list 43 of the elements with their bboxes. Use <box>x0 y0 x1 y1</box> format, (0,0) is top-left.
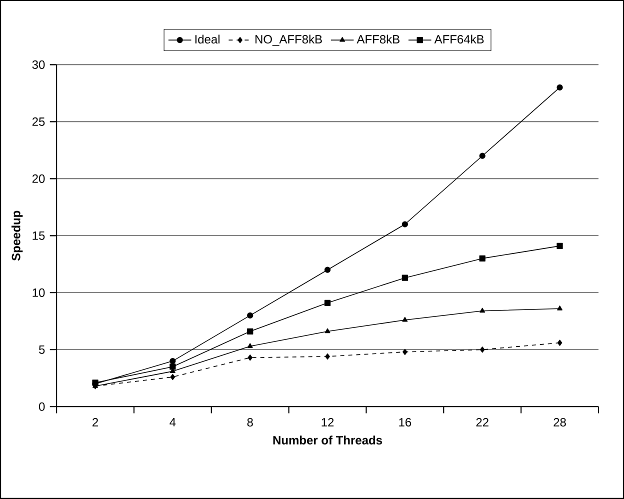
point <box>324 300 331 306</box>
y-tick-label: 15 <box>32 231 45 240</box>
point <box>247 328 254 334</box>
point <box>402 274 408 281</box>
y-tick-label: 20 <box>32 174 45 183</box>
y-axis-title: Speedup <box>11 210 23 261</box>
x-tick-label: 28 <box>554 418 566 427</box>
point <box>402 348 408 355</box>
y-tick-label: 10 <box>32 288 45 297</box>
legend-label: AFF64kB <box>434 34 484 44</box>
point <box>480 308 486 313</box>
y-tick-label: 25 <box>32 117 45 126</box>
legend-label: NO_AFF8kB <box>256 34 322 46</box>
point <box>480 346 485 353</box>
point <box>170 374 176 380</box>
y-tick-label: 0 <box>38 402 45 411</box>
point <box>402 316 408 322</box>
point <box>556 242 563 249</box>
point <box>247 343 253 348</box>
x-tick-label: 2 <box>92 418 98 426</box>
point <box>248 354 252 361</box>
x-tick-label: 16 <box>399 418 412 427</box>
point <box>479 255 486 262</box>
x-tick-label: 8 <box>247 418 253 427</box>
point <box>402 221 408 228</box>
point <box>557 340 562 346</box>
legend-label: Ideal <box>195 34 220 44</box>
x-tick-label: 4 <box>170 418 176 426</box>
point <box>324 266 331 273</box>
y-tick-label: 30 <box>32 60 45 69</box>
y-tick-label: 5 <box>38 345 45 354</box>
x-tick-label: 12 <box>322 418 334 426</box>
point <box>479 152 486 159</box>
point <box>324 328 330 334</box>
point <box>325 353 330 360</box>
point <box>170 364 176 370</box>
x-tick-label: 22 <box>476 418 488 426</box>
x-axis-title: Number of Threads <box>273 436 382 444</box>
point <box>170 358 176 364</box>
point <box>556 84 563 91</box>
legend-label: AFF8kB <box>356 34 400 44</box>
point <box>557 306 562 310</box>
point <box>247 312 254 319</box>
